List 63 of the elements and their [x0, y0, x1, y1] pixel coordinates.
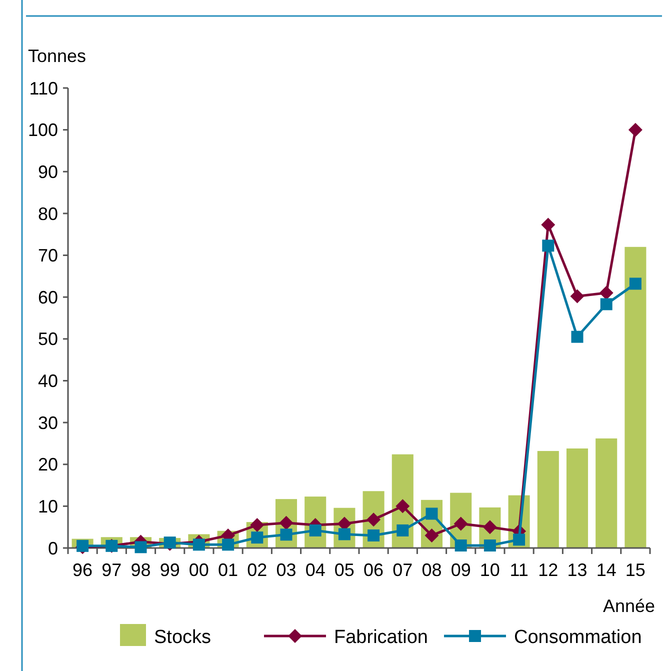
- point: [570, 289, 584, 304]
- point: [368, 529, 380, 542]
- point: [542, 240, 554, 252]
- point: [541, 218, 556, 232]
- x-tick-label: 02: [247, 560, 268, 580]
- x-tick-label: 01: [218, 560, 238, 580]
- y-tick-label: 50: [38, 329, 58, 350]
- point: [280, 528, 292, 541]
- point: [513, 534, 526, 546]
- point: [250, 518, 264, 532]
- y-tick-label: 10: [38, 496, 58, 516]
- x-tick-label: 99: [160, 560, 180, 580]
- legend-label: Stocks: [154, 627, 212, 648]
- x-tick-label: 13: [567, 560, 588, 580]
- x-tick-label: 00: [188, 560, 209, 580]
- x-tick-label: 11: [510, 560, 528, 580]
- y-tick-label: 60: [38, 287, 58, 308]
- point: [484, 539, 496, 552]
- point: [309, 524, 322, 536]
- y-tick-label: 40: [38, 371, 58, 392]
- point: [134, 541, 147, 554]
- point: [396, 499, 410, 514]
- y-axis-title: Tonnes: [28, 46, 86, 66]
- legend-label: Consommation: [514, 627, 642, 648]
- y-tick-label: 30: [38, 412, 58, 433]
- bar: [566, 448, 588, 548]
- y-tick-label: 80: [38, 204, 58, 224]
- x-tick-label: 96: [72, 560, 93, 580]
- y-tick-label: 110: [29, 78, 58, 98]
- x-tick-label: 09: [450, 560, 471, 580]
- point: [424, 528, 439, 542]
- x-tick-label: 03: [276, 560, 296, 580]
- x-tick-label: 12: [538, 560, 558, 580]
- point: [396, 524, 409, 536]
- x-tick-label: 05: [334, 560, 354, 580]
- legend-label: Fabrication: [334, 627, 428, 648]
- x-tick-label: 98: [130, 560, 151, 580]
- y-tick-label: 0: [48, 538, 58, 558]
- point: [454, 539, 467, 552]
- point: [426, 508, 438, 520]
- bar: [596, 438, 618, 548]
- point: [338, 528, 350, 540]
- x-tick-label: 07: [392, 560, 413, 580]
- point: [628, 122, 642, 137]
- x-axis-title: Année: [602, 596, 655, 616]
- x-tick-label: 10: [480, 560, 500, 580]
- point: [76, 540, 89, 552]
- point: [599, 286, 614, 300]
- point: [571, 330, 584, 343]
- x-tick-label: 08: [422, 560, 442, 580]
- x-tick-label: 06: [364, 560, 384, 580]
- point: [600, 298, 612, 310]
- x-tick-label: 14: [596, 560, 616, 580]
- x-tick-label: 15: [625, 560, 646, 580]
- bar: [537, 450, 559, 548]
- y-tick-label: 70: [38, 246, 58, 266]
- x-tick-label: 97: [102, 560, 122, 580]
- y-tick-label: 100: [28, 120, 58, 140]
- point: [629, 278, 642, 290]
- y-tick-label: 90: [38, 162, 58, 182]
- x-tick-label: 04: [305, 560, 326, 580]
- bar: [624, 246, 646, 548]
- y-tick-label: 20: [38, 454, 58, 475]
